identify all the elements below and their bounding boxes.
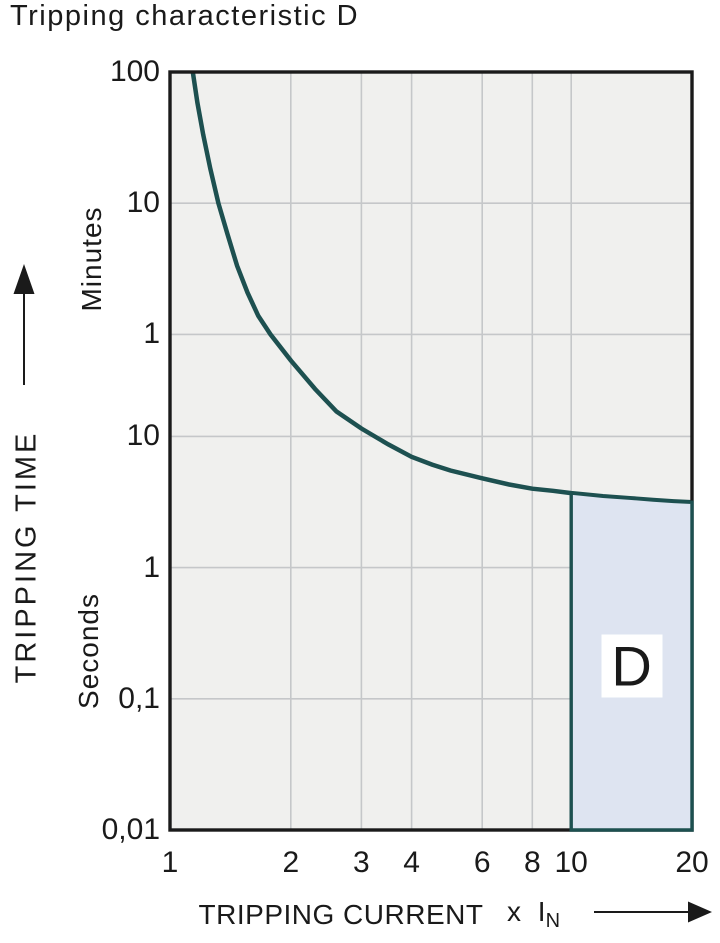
x-tick-label: 4 (403, 846, 420, 879)
chart-title: Tripping characteristic D (10, 0, 360, 32)
y-tick-label: 1 (143, 317, 160, 351)
y-axis-arrow-head (13, 264, 35, 294)
x-tick-label: 2 (282, 846, 300, 879)
x-axis-arrow-head (688, 901, 712, 923)
x-axis-multiplier: x IN (507, 896, 560, 931)
x-axis-title: TRIPPING CURRENT (198, 899, 484, 930)
x-tick-label: 3 (353, 846, 370, 879)
y-tick-label: 10 (126, 419, 160, 453)
y-axis-unit-minutes: Minutes (76, 206, 107, 312)
x-tick-label: 20 (675, 846, 709, 879)
y-tick-label: 1 (143, 550, 160, 584)
y-tick-label: 100 (109, 55, 160, 88)
region-d-label-box: D (601, 634, 663, 698)
y-tick-label: 0,01 (101, 813, 160, 846)
x-axis-multiplier-prefix: x I (507, 896, 546, 927)
x-axis-multiplier-subscript: N (545, 910, 561, 932)
y-tick-label: 10 (126, 186, 160, 220)
region-d-label: D (611, 634, 652, 698)
y-tick-label: 0,1 (118, 681, 160, 715)
x-tick-label: 10 (554, 846, 588, 879)
plot-frame (168, 70, 694, 832)
x-tick-label: 8 (523, 846, 541, 879)
x-tick-label: 6 (473, 846, 491, 879)
x-tick-label: 1 (161, 846, 179, 879)
